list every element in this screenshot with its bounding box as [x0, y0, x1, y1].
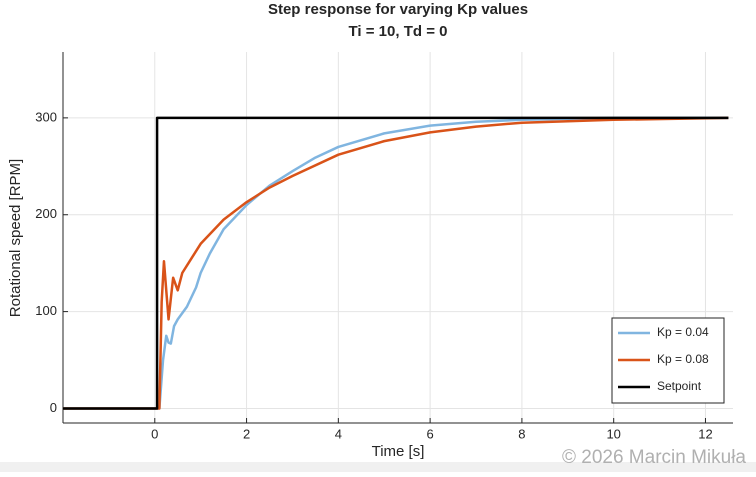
y-tick-label: 100	[35, 303, 57, 318]
x-tick-label: 6	[427, 426, 434, 441]
chart-subtitle: Ti = 10, Td = 0	[349, 23, 448, 40]
y-tick-label: 300	[35, 109, 57, 124]
series-line	[63, 116, 729, 410]
legend-label: Kp = 0.04	[657, 325, 709, 339]
y-tick-label: 200	[35, 206, 57, 221]
x-tick-label: 8	[518, 426, 525, 441]
series-line	[63, 116, 729, 410]
x-tick-label: 2	[243, 426, 250, 441]
x-tick-label: 12	[698, 426, 712, 441]
watermark: © 2026 Marcin Mikuła	[562, 447, 746, 468]
legend-label: Setpoint	[657, 379, 702, 393]
y-axis-label: Rotational speed [RPM]	[7, 159, 24, 317]
chart-title: Step response for varying Kp values	[268, 1, 528, 18]
x-tick-label: 0	[151, 426, 158, 441]
series-line	[63, 116, 729, 410]
x-tick-label: 4	[335, 426, 342, 441]
legend-label: Kp = 0.08	[657, 352, 709, 366]
footer-band	[0, 462, 756, 472]
x-axis-label: Time [s]	[372, 443, 425, 460]
y-tick-label: 0	[50, 400, 57, 415]
x-tick-label: 10	[606, 426, 620, 441]
